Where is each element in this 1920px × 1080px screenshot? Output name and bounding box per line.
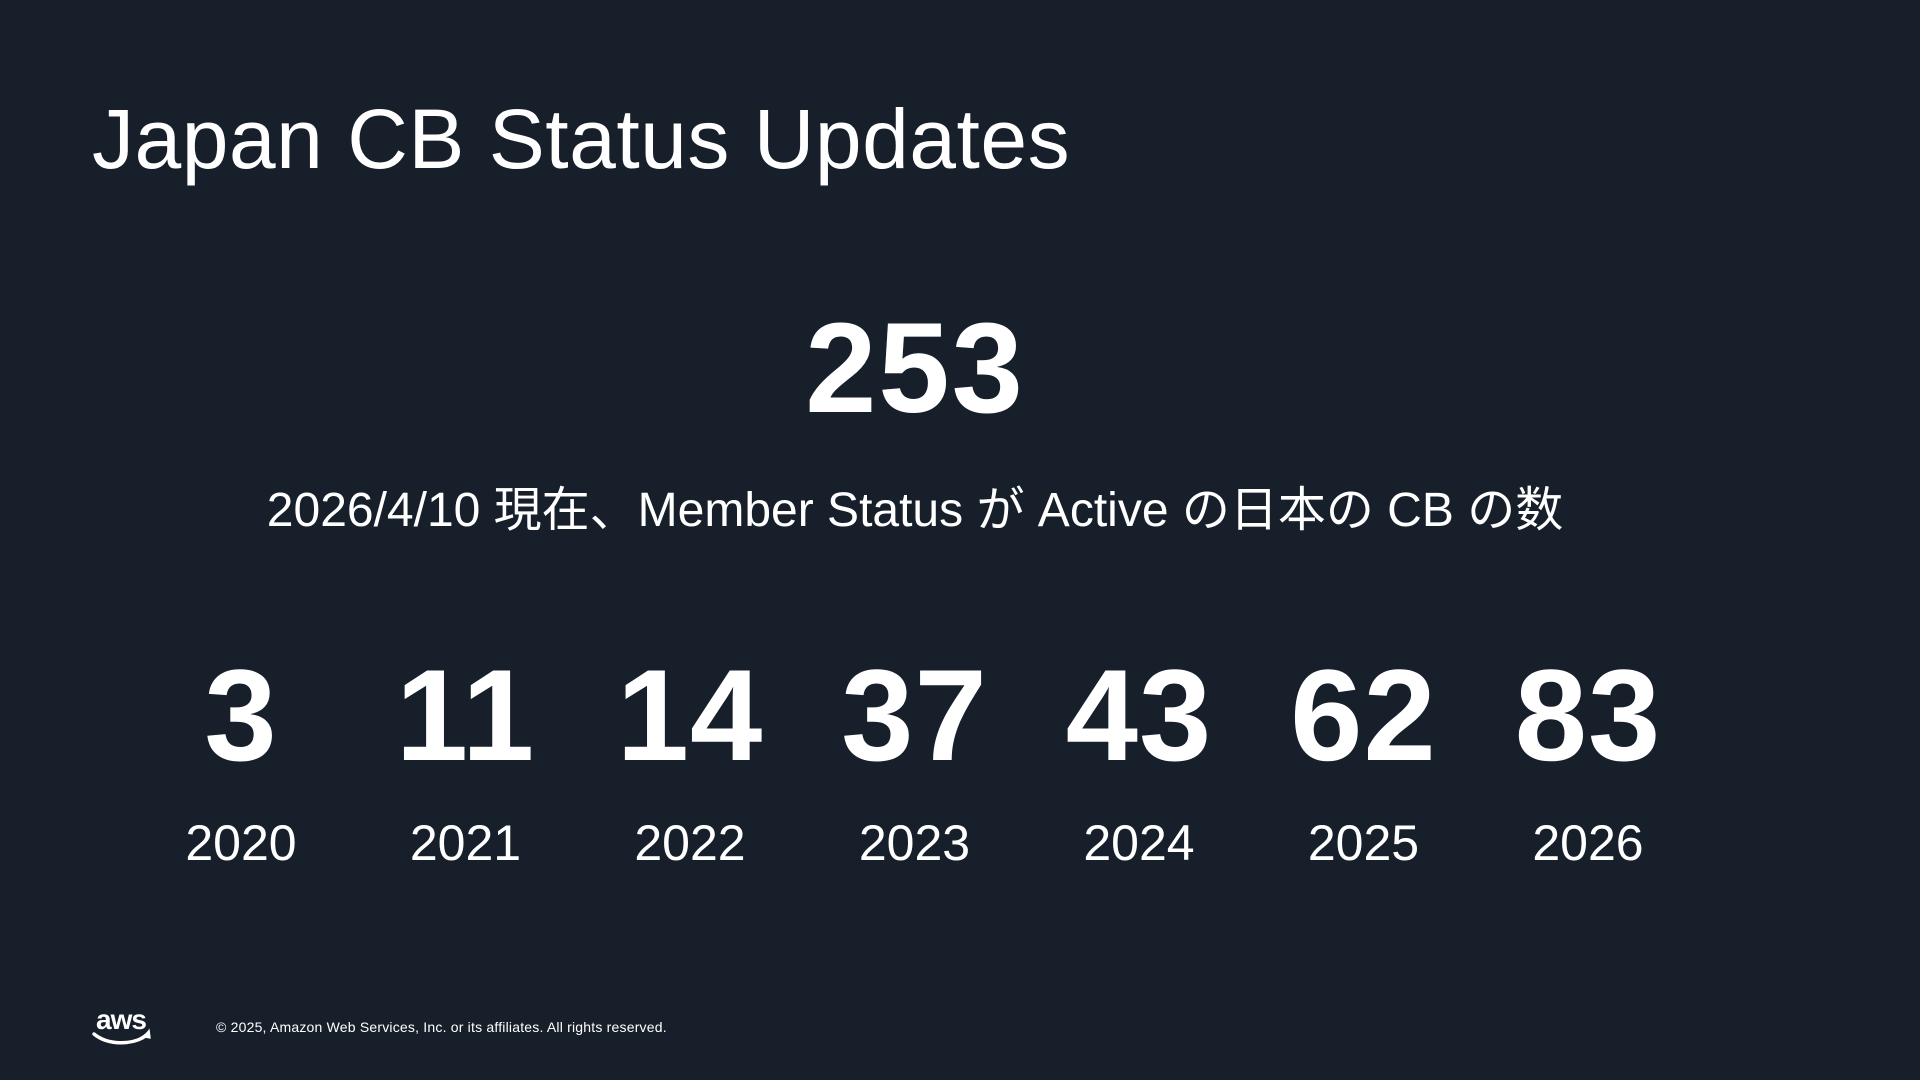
yearly-stat-year-label: 2021 [409,815,522,871]
yearly-stats-row: 3 2020 11 2021 14 2022 37 2023 43 2024 62 2025 83 202… [166,650,1663,868]
yearly-stat-item: 11 2021 [391,650,541,868]
kpi-caption: 2026/4/10 現在、Member Status が Active の日本の… [266,484,1564,537]
yearly-stat-value: 37 [841,642,988,788]
kpi-value: 253 [805,297,1025,440]
yearly-stat-year-label: 2025 [1307,815,1420,871]
yearly-stat-year-label: 2022 [634,815,746,871]
slide-title: Japan CB Status Updates [92,92,1071,186]
yearly-stat-value: 3 [204,642,278,788]
aws-logo-icon: aws [92,1004,151,1045]
aws-smile-arrowhead [140,1028,151,1039]
yearly-stat-value: 11 [395,642,536,788]
yearly-stat-item: 43 2024 [1064,650,1214,868]
yearly-stat-year-label: 2023 [858,815,971,871]
copyright-text: © 2025, Amazon Web Services, Inc. or its… [216,1019,667,1035]
yearly-stat-item: 14 2022 [615,650,765,868]
yearly-stat-item: 37 2023 [840,650,990,868]
aws-logo-text: aws [96,1004,146,1035]
yearly-stat-year-label: 2024 [1083,815,1195,871]
yearly-stat-year-label: 2020 [185,815,297,871]
aws-smile-arc [92,1032,149,1045]
yearly-stat-value: 43 [1065,642,1213,788]
yearly-stat-value: 62 [1290,642,1437,788]
yearly-stat-year-label: 2026 [1532,815,1644,871]
yearly-stat-item: 3 2020 [166,650,316,868]
yearly-stat-value: 83 [1514,642,1662,788]
yearly-stat-item: 83 2026 [1513,650,1663,868]
yearly-stat-value: 14 [616,642,764,788]
yearly-stat-item: 62 2025 [1289,650,1439,868]
